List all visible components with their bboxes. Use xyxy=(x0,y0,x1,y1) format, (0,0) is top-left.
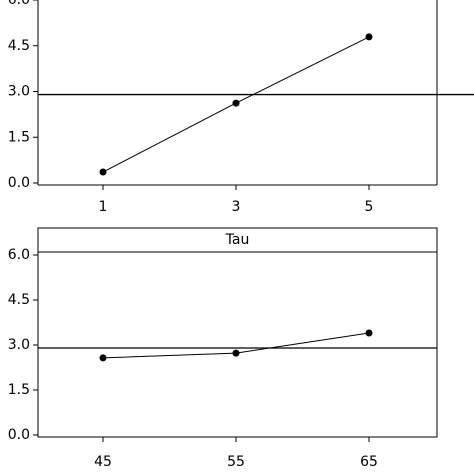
y-tick-label: 3.0 xyxy=(8,337,30,353)
y-tick-label: 4.5 xyxy=(8,292,30,308)
y-tick-label: 3.0 xyxy=(8,84,30,100)
y-tick-label: 4.5 xyxy=(8,38,30,54)
y-tick-label: 6.0 xyxy=(8,0,30,8)
x-tick-label: 55 xyxy=(227,454,245,470)
x-tick-label: 3 xyxy=(232,199,241,215)
y-tick-label: 1.5 xyxy=(8,382,30,398)
data-point xyxy=(365,33,373,41)
y-tick-label: 1.5 xyxy=(8,129,30,145)
plot-frame xyxy=(37,251,438,438)
data-point xyxy=(232,349,240,357)
y-tick-label: 0.0 xyxy=(8,175,30,191)
data-point xyxy=(99,354,107,362)
title-strip xyxy=(37,227,438,253)
data-point xyxy=(365,329,373,337)
x-tick-label: 65 xyxy=(360,454,378,470)
y-tick-label: 0.0 xyxy=(8,427,30,443)
x-tick-label: 5 xyxy=(365,199,374,215)
data-point xyxy=(99,168,107,176)
y-tick-label: 6.0 xyxy=(8,247,30,263)
x-tick-label: 45 xyxy=(94,454,112,470)
panel-title: Tau xyxy=(225,232,250,248)
data-point xyxy=(232,99,240,107)
x-tick-label: 1 xyxy=(99,199,108,215)
